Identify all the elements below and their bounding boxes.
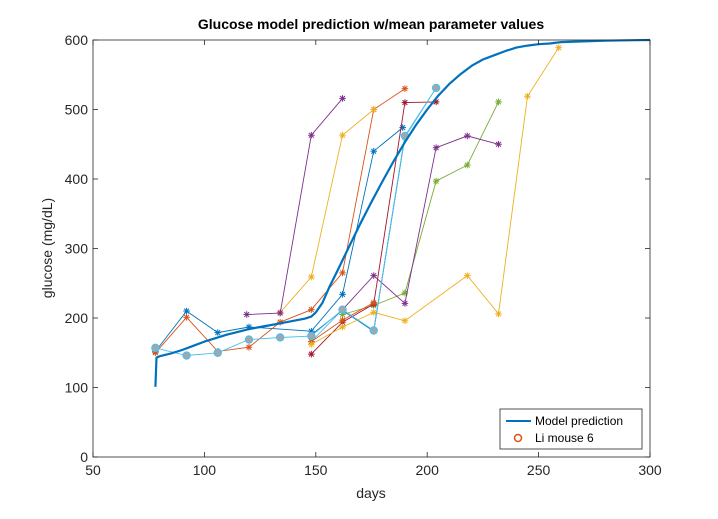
x-tick-label: 150 (304, 462, 328, 478)
data-point (399, 124, 406, 131)
data-point (464, 161, 471, 169)
data-point (308, 341, 315, 348)
data-point (276, 309, 284, 317)
x-tick-label: 100 (193, 462, 217, 478)
data-point (524, 92, 531, 100)
data-point (275, 333, 285, 342)
data-point (401, 85, 409, 92)
series-layer (151, 38, 651, 387)
data-point (213, 348, 222, 357)
data-point (369, 326, 378, 335)
legend: Model prediction Li mouse 6 (499, 408, 643, 450)
y-tick-label: 100 (65, 380, 89, 396)
y-axis-label: glucose (mg/dL) (39, 198, 55, 298)
x-tick-label: 300 (638, 462, 662, 478)
data-point (370, 106, 378, 113)
plot-area (93, 40, 650, 457)
data-point (151, 343, 160, 353)
data-point (339, 131, 346, 139)
data-point (339, 316, 346, 324)
data-point (464, 132, 471, 140)
mouse-series-line (155, 87, 437, 356)
mouse-series-line (246, 98, 343, 315)
data-point (370, 309, 378, 316)
data-point (401, 317, 409, 325)
data-point (495, 310, 502, 318)
data-point (307, 331, 316, 341)
data-point (370, 299, 378, 307)
legend-mouse-marker (513, 433, 523, 443)
data-point (308, 131, 315, 139)
data-point (495, 98, 502, 106)
data-point (308, 273, 315, 281)
data-point (339, 291, 346, 298)
data-point (432, 177, 440, 185)
mouse-series-line (279, 109, 374, 313)
data-point (370, 272, 378, 279)
data-point (339, 95, 346, 102)
data-point (339, 269, 346, 277)
data-point (401, 300, 409, 307)
y-tick-label: 200 (65, 310, 89, 326)
mouse-series-11 (339, 132, 502, 313)
data-point (243, 311, 251, 318)
legend-box (499, 408, 643, 450)
data-point (183, 314, 190, 321)
mouse-series-line (342, 135, 499, 311)
data-point (464, 272, 471, 279)
mouse-series-line (155, 127, 403, 352)
mouse-series-10 (308, 44, 562, 348)
data-point (214, 329, 222, 336)
x-tick-label: 250 (527, 462, 551, 478)
data-point (244, 335, 254, 344)
data-point (182, 351, 191, 360)
chart-title: Glucose model prediction w/mean paramete… (198, 16, 544, 32)
data-point (339, 323, 346, 331)
data-point (338, 305, 347, 314)
legend-label-model: Model prediction (535, 414, 623, 428)
data-point (555, 44, 562, 51)
legend-label-mouse: Li mouse 6 (535, 431, 594, 445)
y-tick-label: 500 (65, 102, 89, 118)
x-tick-label: 200 (416, 462, 440, 478)
data-point (495, 140, 502, 148)
mouse-series-4 (243, 95, 346, 318)
data-point (401, 99, 409, 106)
data-point (431, 83, 441, 93)
x-axis-label: days (356, 485, 386, 501)
data-point (432, 144, 440, 152)
data-point (370, 147, 378, 155)
data-point (308, 350, 315, 358)
data-point (183, 307, 190, 315)
data-point (245, 343, 253, 351)
ticks-layer: 50 100 150 200 250 300 0 100 200 300 400 500 600 (65, 32, 662, 478)
mouse-series-12 (151, 83, 441, 360)
y-tick-label: 400 (65, 171, 89, 187)
y-tick-label: 0 (80, 449, 88, 465)
mouse-series-line (311, 47, 560, 345)
y-tick-label: 600 (65, 32, 89, 48)
model-prediction-line (154, 38, 651, 387)
y-tick-label: 300 (65, 241, 89, 257)
x-tick-label: 50 (85, 462, 101, 478)
data-point (308, 306, 315, 313)
